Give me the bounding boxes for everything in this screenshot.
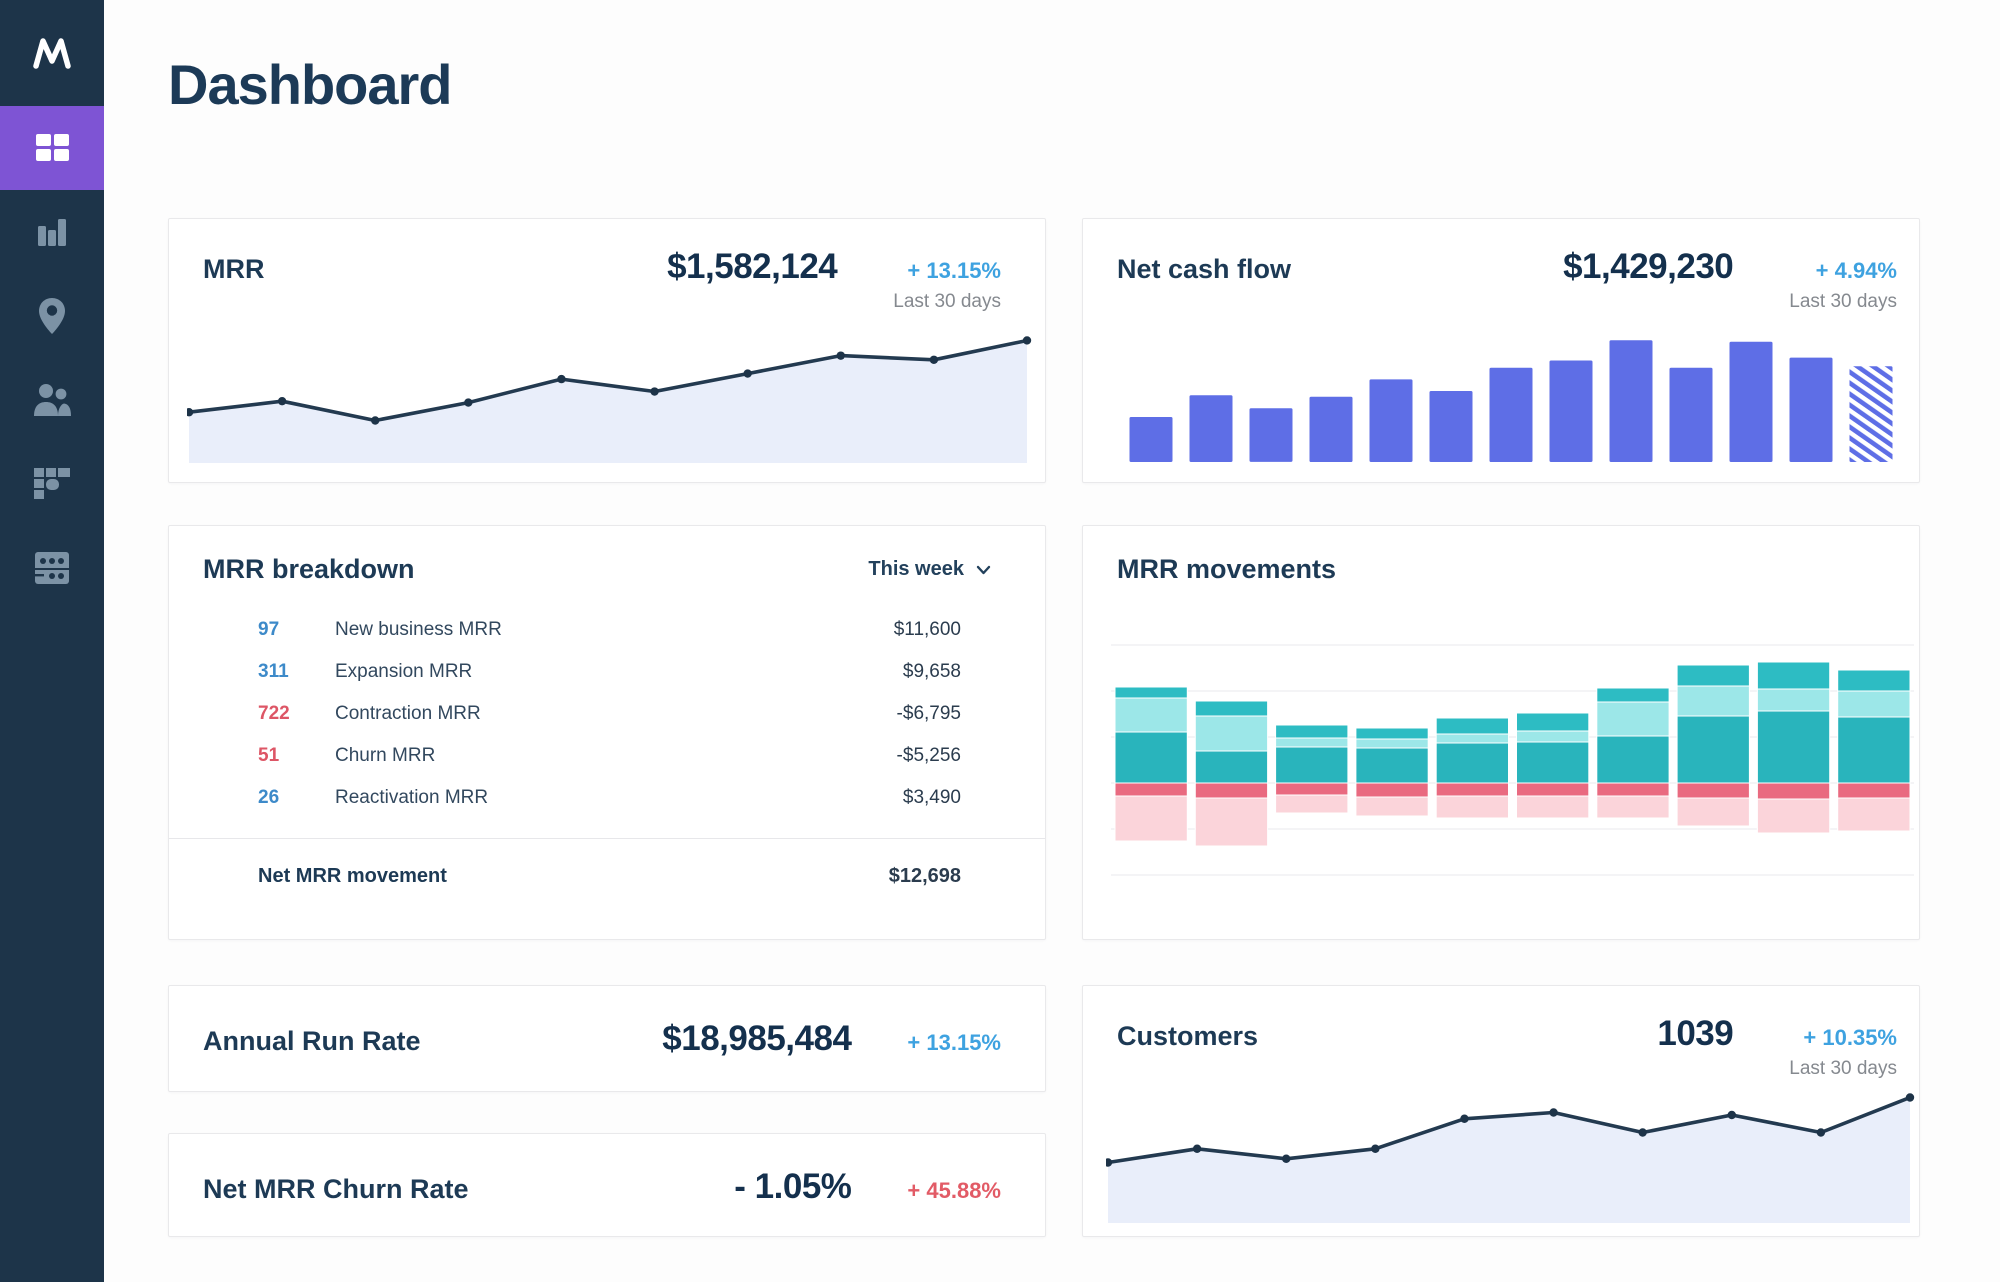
page-title: Dashboard (168, 53, 452, 116)
net-cash-flow-chart (1121, 315, 1901, 462)
customers-chart (1106, 1084, 1916, 1223)
customers-period: Last 30 days (1789, 1058, 1897, 1079)
treemap-icon (31, 465, 73, 503)
bar-chart-icon (33, 213, 71, 251)
net-mrr-movement-value: $12,698 (888, 865, 961, 887)
sidebar (0, 0, 104, 1282)
chevron-down-icon (976, 565, 991, 575)
net-cash-flow-title: Net cash flow (1117, 254, 1292, 284)
mrr-breakdown-table: 97 New business MRR $11,600 311 Expansio… (169, 609, 1045, 819)
row-value: -$6,795 (896, 703, 961, 724)
net-mrr-churn-rate-change: + 45.88% (907, 1178, 1001, 1203)
data-grid-icon (32, 549, 72, 587)
row-value: $9,658 (902, 661, 961, 682)
annual-run-rate-card: Annual Run Rate $18,985,484 + 13.15% (168, 985, 1046, 1092)
customers-change: + 10.35% (1803, 1025, 1897, 1050)
net-mrr-movement-row: Net MRR movement $12,698 (169, 839, 1045, 888)
customers-title: Customers (1117, 1021, 1259, 1051)
net-cash-flow-period: Last 30 days (1789, 291, 1897, 312)
table-row: 26 Reactivation MRR $3,490 (169, 777, 1045, 819)
mrr-movements-chart (1111, 636, 1914, 886)
app-logo-icon (30, 33, 74, 73)
row-label: New business MRR (335, 619, 502, 640)
row-value: $3,490 (902, 787, 961, 808)
net-mrr-movement-label: Net MRR movement (258, 865, 447, 887)
sidebar-item-dashboard[interactable] (0, 106, 104, 190)
customers-card: Customers 1039 + 10.35% Last 30 days (1082, 985, 1920, 1237)
row-value: $11,600 (893, 619, 961, 640)
table-row: 97 New business MRR $11,600 (169, 609, 1045, 651)
row-count: 722 (258, 703, 290, 724)
annual-run-rate-title: Annual Run Rate (203, 1026, 421, 1056)
sidebar-item-customers[interactable] (0, 358, 104, 442)
net-cash-flow-card: Net cash flow $1,429,230 + 4.94% Last 30… (1082, 218, 1920, 483)
row-value: -$5,256 (896, 745, 961, 766)
table-row: 722 Contraction MRR -$6,795 (169, 693, 1045, 735)
row-count: 311 (258, 661, 289, 682)
row-count: 26 (258, 787, 280, 808)
sidebar-item-charts[interactable] (0, 190, 104, 274)
sidebar-item-segments[interactable] (0, 442, 104, 526)
app-logo[interactable] (0, 0, 104, 106)
annual-run-rate-change: + 13.15% (907, 1030, 1001, 1055)
row-label: Contraction MRR (335, 703, 481, 724)
mrr-movements-title: MRR movements (1117, 554, 1337, 584)
period-filter-label: This week (868, 558, 964, 580)
row-label: Expansion MRR (335, 661, 473, 682)
net-mrr-churn-rate-card: Net MRR Churn Rate - 1.05% + 45.88% (168, 1133, 1046, 1237)
dashboard-grid-icon (32, 129, 72, 167)
mrr-value: $1,582,124 (667, 247, 838, 286)
row-count: 97 (258, 619, 280, 640)
net-mrr-churn-rate-value: - 1.05% (734, 1167, 852, 1206)
people-icon (31, 380, 73, 420)
period-filter-dropdown[interactable]: This week (868, 558, 1023, 581)
mrr-title: MRR (203, 254, 265, 284)
sidebar-item-data-tables[interactable] (0, 526, 104, 610)
mrr-chart (187, 311, 1033, 463)
net-mrr-churn-rate-title: Net MRR Churn Rate (203, 1174, 469, 1204)
mrr-breakdown-card: MRR breakdown This week 97 New business … (168, 525, 1046, 940)
annual-run-rate-value: $18,985,484 (662, 1019, 852, 1058)
sidebar-item-map[interactable] (0, 274, 104, 358)
table-row: 311 Expansion MRR $9,658 (169, 651, 1045, 693)
mrr-period: Last 30 days (893, 291, 1001, 312)
mrr-breakdown-title: MRR breakdown (203, 554, 415, 584)
net-cash-flow-change: + 4.94% (1815, 258, 1897, 283)
divider (169, 838, 1045, 839)
row-label: Reactivation MRR (335, 787, 489, 808)
mrr-card: MRR $1,582,124 + 13.15% Last 30 days (168, 218, 1046, 483)
mrr-movements-card: MRR movements (1082, 525, 1920, 940)
net-cash-flow-value: $1,429,230 (1563, 247, 1734, 286)
table-row: 51 Churn MRR -$5,256 (169, 735, 1045, 777)
row-label: Churn MRR (335, 745, 436, 766)
customers-value: 1039 (1657, 1014, 1734, 1053)
row-count: 51 (258, 745, 280, 766)
map-pin-icon (35, 295, 69, 337)
mrr-change: + 13.15% (907, 258, 1001, 283)
